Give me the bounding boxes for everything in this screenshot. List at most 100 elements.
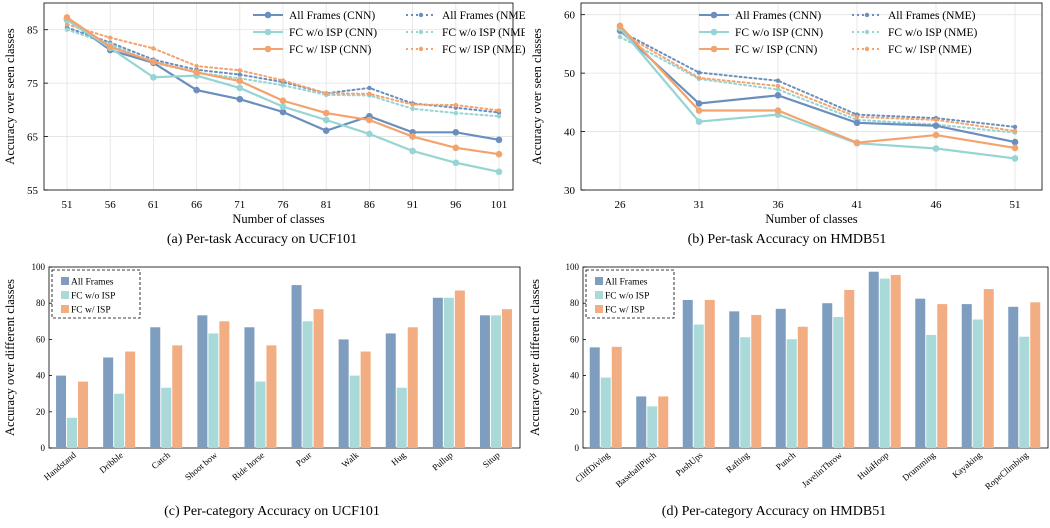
chart-hmdb51-per-task: 30 40 50 60 26 31 36 41 46 51 Number of classes Acc… bbox=[525, 0, 1050, 250]
chart-svg: 0 20 40 60 80 100 Handstand Dribble Catch Shoot b… bbox=[3, 262, 521, 519]
data-point bbox=[775, 83, 781, 89]
x-tick-label: JavelinThrow bbox=[800, 450, 845, 490]
legend-swatch-marker bbox=[418, 29, 424, 35]
data-point bbox=[1011, 138, 1019, 146]
series-line bbox=[619, 31, 1016, 132]
bar bbox=[490, 315, 501, 448]
bar bbox=[197, 315, 208, 448]
bar bbox=[704, 299, 715, 448]
legend-label: FC w/o ISP (NME) bbox=[442, 27, 525, 39]
x-tick-label: 26 bbox=[615, 199, 627, 211]
x-tick-label: Drumming bbox=[900, 450, 937, 483]
legend-label: FC w/o ISP bbox=[605, 292, 649, 302]
data-point bbox=[452, 159, 460, 167]
data-point bbox=[367, 85, 372, 91]
bar bbox=[647, 406, 658, 448]
bar bbox=[103, 357, 114, 448]
legend-swatch-marker bbox=[418, 46, 424, 52]
bar bbox=[890, 274, 901, 448]
data-point bbox=[366, 130, 373, 138]
bar bbox=[589, 347, 600, 448]
y-tick-label: 75 bbox=[27, 78, 39, 90]
x-tick-label: 91 bbox=[407, 199, 418, 211]
bar bbox=[407, 327, 418, 448]
bar bbox=[937, 304, 948, 448]
bar bbox=[454, 290, 465, 448]
x-tick-label: Catch bbox=[150, 450, 173, 471]
data-point bbox=[495, 150, 503, 158]
data-point bbox=[932, 122, 940, 130]
x-tick-label: 36 bbox=[773, 199, 785, 211]
data-point bbox=[322, 127, 330, 134]
data-point bbox=[410, 106, 415, 111]
x-tick-label: 66 bbox=[191, 199, 203, 211]
x-tick-label: Rafting bbox=[724, 450, 751, 475]
legend-label: FC w/o ISP (NME) bbox=[888, 27, 978, 39]
x-tick-label: Ride horse bbox=[230, 450, 266, 483]
x-tick-label: Handstand bbox=[42, 450, 78, 483]
y-tick-label: 100 bbox=[566, 262, 580, 272]
series-line bbox=[618, 27, 1017, 160]
bar bbox=[360, 351, 371, 448]
data-point bbox=[236, 84, 244, 92]
x-tick-label: Kayaking bbox=[950, 450, 984, 480]
legend-swatch bbox=[61, 305, 69, 313]
data-point bbox=[696, 75, 702, 81]
figure-caption: (c) Per-category Accuracy on UCF101 bbox=[164, 504, 380, 519]
legend-label: All Frames (CNN) bbox=[289, 10, 375, 22]
chart-svg: 0 20 40 60 80 100 CliffDiving BaseballPitch Push… bbox=[528, 262, 1049, 519]
chart-svg: 55 65 75 85 51 56 61 66 71 76 81 86 91 96 101 Number of… bbox=[3, 2, 532, 247]
y-tick-label: 40 bbox=[570, 371, 580, 381]
y-axis-label: Accuracy over seen classes bbox=[3, 28, 17, 165]
bar bbox=[396, 387, 407, 448]
legend-swatch bbox=[61, 277, 69, 285]
figure-caption: (d) Per-category Accuracy on HMDB51 bbox=[662, 504, 886, 519]
data-point bbox=[236, 95, 244, 103]
y-axis-label: Accuracy over different classes bbox=[528, 279, 542, 436]
data-point bbox=[495, 168, 503, 176]
legend-swatch bbox=[61, 291, 69, 299]
data-point bbox=[453, 110, 458, 116]
bar bbox=[443, 297, 454, 448]
chart-ucf101-per-category: 0 20 40 60 80 100 Handstand Dribble Catch Shoot b… bbox=[0, 258, 525, 523]
data-point bbox=[367, 91, 372, 97]
plot-frame bbox=[580, 2, 1043, 191]
data-point bbox=[410, 102, 415, 107]
data-point bbox=[453, 102, 458, 108]
data-point bbox=[150, 73, 157, 81]
data-point bbox=[774, 107, 782, 114]
bar bbox=[172, 345, 183, 448]
legend-label: FC w/o ISP bbox=[71, 292, 115, 302]
legend-swatch bbox=[595, 277, 603, 285]
x-tick-label: 81 bbox=[321, 199, 332, 211]
legend-label: All Frames (CNN) bbox=[735, 10, 821, 22]
bar bbox=[972, 319, 983, 448]
data-point bbox=[279, 97, 287, 105]
x-tick-label: 56 bbox=[105, 199, 117, 211]
x-tick-label: 51 bbox=[1010, 199, 1021, 211]
data-point bbox=[237, 72, 242, 77]
x-tick-label: Pour bbox=[294, 450, 313, 469]
legend-swatch bbox=[595, 291, 603, 299]
bar bbox=[479, 315, 490, 448]
bar bbox=[729, 311, 740, 448]
bar bbox=[740, 337, 751, 448]
x-axis-label: Number of classes bbox=[765, 212, 857, 226]
bar bbox=[432, 297, 443, 448]
data-point bbox=[695, 118, 703, 125]
bar bbox=[291, 285, 302, 448]
bar bbox=[78, 381, 89, 448]
y-tick-label: 60 bbox=[570, 334, 580, 344]
bar bbox=[636, 396, 647, 448]
bar bbox=[208, 333, 219, 448]
bar bbox=[244, 327, 255, 448]
data-point bbox=[1012, 128, 1018, 134]
data-point bbox=[322, 116, 330, 124]
x-tick-label: Shoot bow bbox=[183, 450, 219, 483]
legend-label: All Frames bbox=[605, 278, 648, 288]
data-point bbox=[695, 107, 703, 114]
bar bbox=[114, 393, 125, 448]
data-point bbox=[279, 108, 287, 116]
data-point bbox=[366, 116, 373, 124]
legend-swatch-marker bbox=[264, 28, 272, 36]
